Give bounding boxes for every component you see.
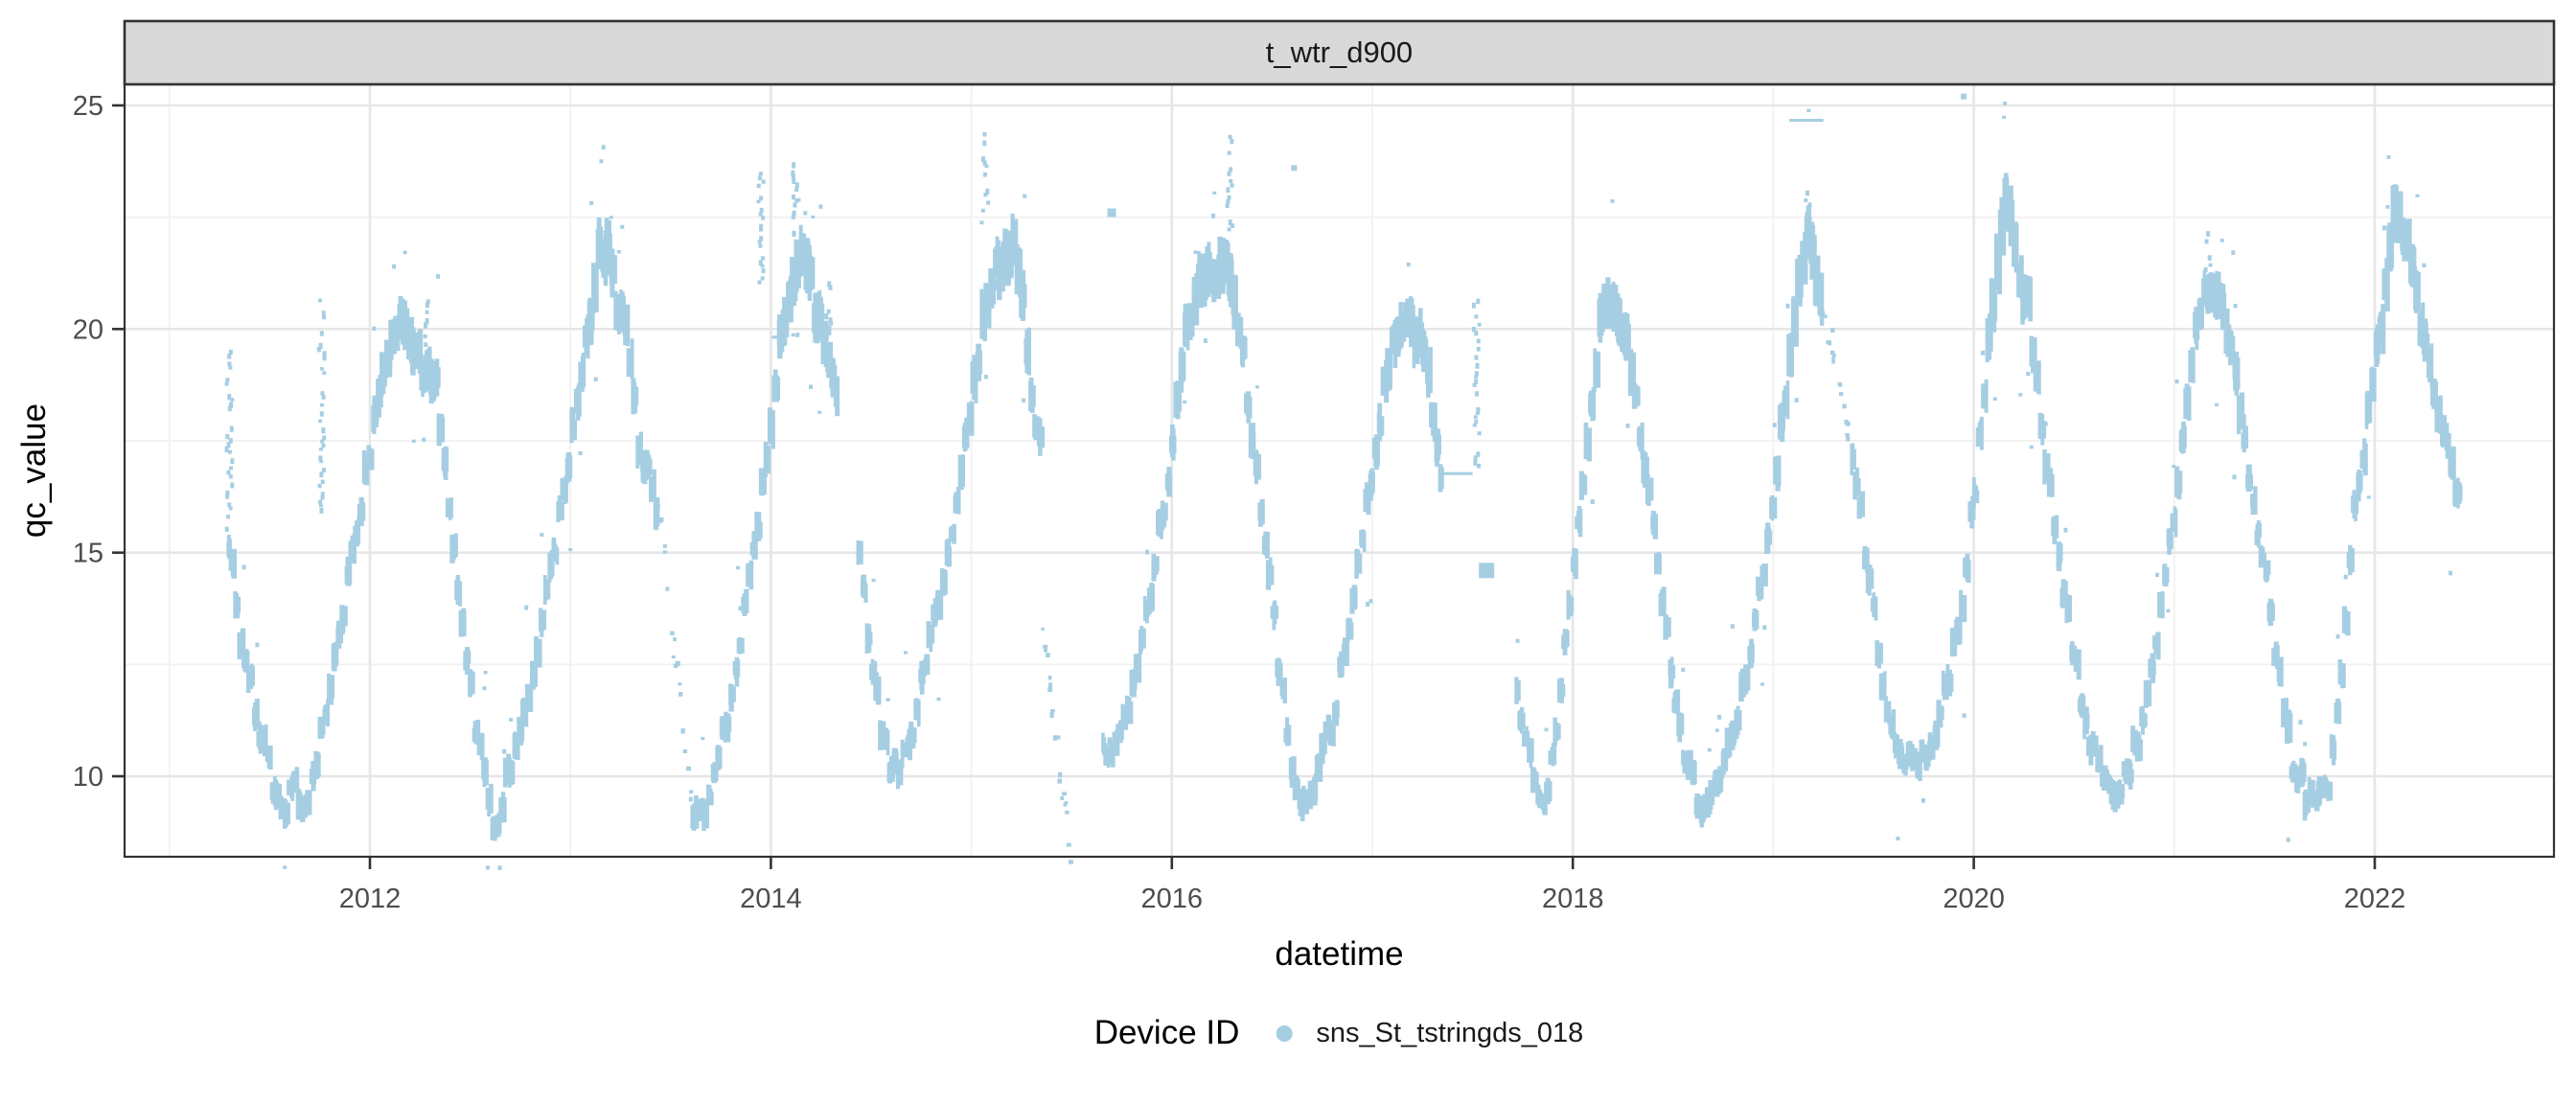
x-tick-label: 2020	[1943, 884, 2005, 914]
facet-strip-label: t_wtr_d900	[1265, 35, 1414, 69]
x-axis-title-label: datetime	[1275, 935, 1404, 973]
legend-key-dot-icon	[1276, 1024, 1293, 1042]
facet-strip-title: t_wtr_d900	[125, 21, 2554, 84]
y-tick-label: 20	[73, 314, 104, 345]
x-tick-label: 2022	[2344, 884, 2406, 914]
legend-item-label: sns_St_tstringds_018	[1316, 1017, 1584, 1048]
x-tick-label: 2018	[1542, 884, 1604, 914]
axis-ticks	[112, 104, 2377, 869]
y-axis-title-label: qc_value	[15, 402, 53, 539]
y-tick-label: 15	[73, 539, 104, 569]
legend-title: Device ID	[1093, 1014, 1240, 1051]
y-tick-label: 25	[73, 91, 104, 122]
y-tick-label: 10	[73, 762, 104, 793]
axis-tick-labels: 25 20 15 10 2012 2014 2016 2018 2020 2022	[73, 91, 2406, 914]
grid-major	[125, 84, 2554, 857]
x-tick-label: 2014	[740, 884, 802, 914]
x-tick-label: 2016	[1141, 884, 1204, 914]
y-axis-title: qc_value	[12, 231, 58, 710]
legend: Device ID sns_St_tstringds_018	[1094, 1014, 1584, 1052]
x-tick-label: 2012	[339, 884, 402, 914]
x-axis-title: datetime	[125, 932, 2554, 978]
data-points	[224, 93, 2463, 870]
facet-strip	[123, 19, 2556, 86]
